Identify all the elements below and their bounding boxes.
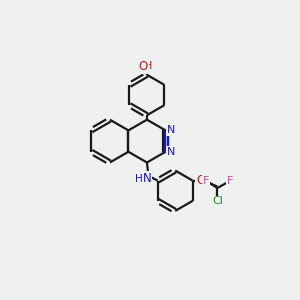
Text: O: O: [139, 60, 148, 73]
Text: H: H: [144, 61, 153, 71]
Text: H: H: [135, 174, 143, 184]
Text: N: N: [167, 147, 175, 157]
Text: F: F: [203, 176, 209, 186]
Text: O: O: [196, 174, 206, 187]
Text: Cl: Cl: [212, 196, 223, 206]
Text: N: N: [142, 172, 151, 185]
Text: N: N: [167, 125, 175, 135]
Text: F: F: [226, 176, 233, 186]
